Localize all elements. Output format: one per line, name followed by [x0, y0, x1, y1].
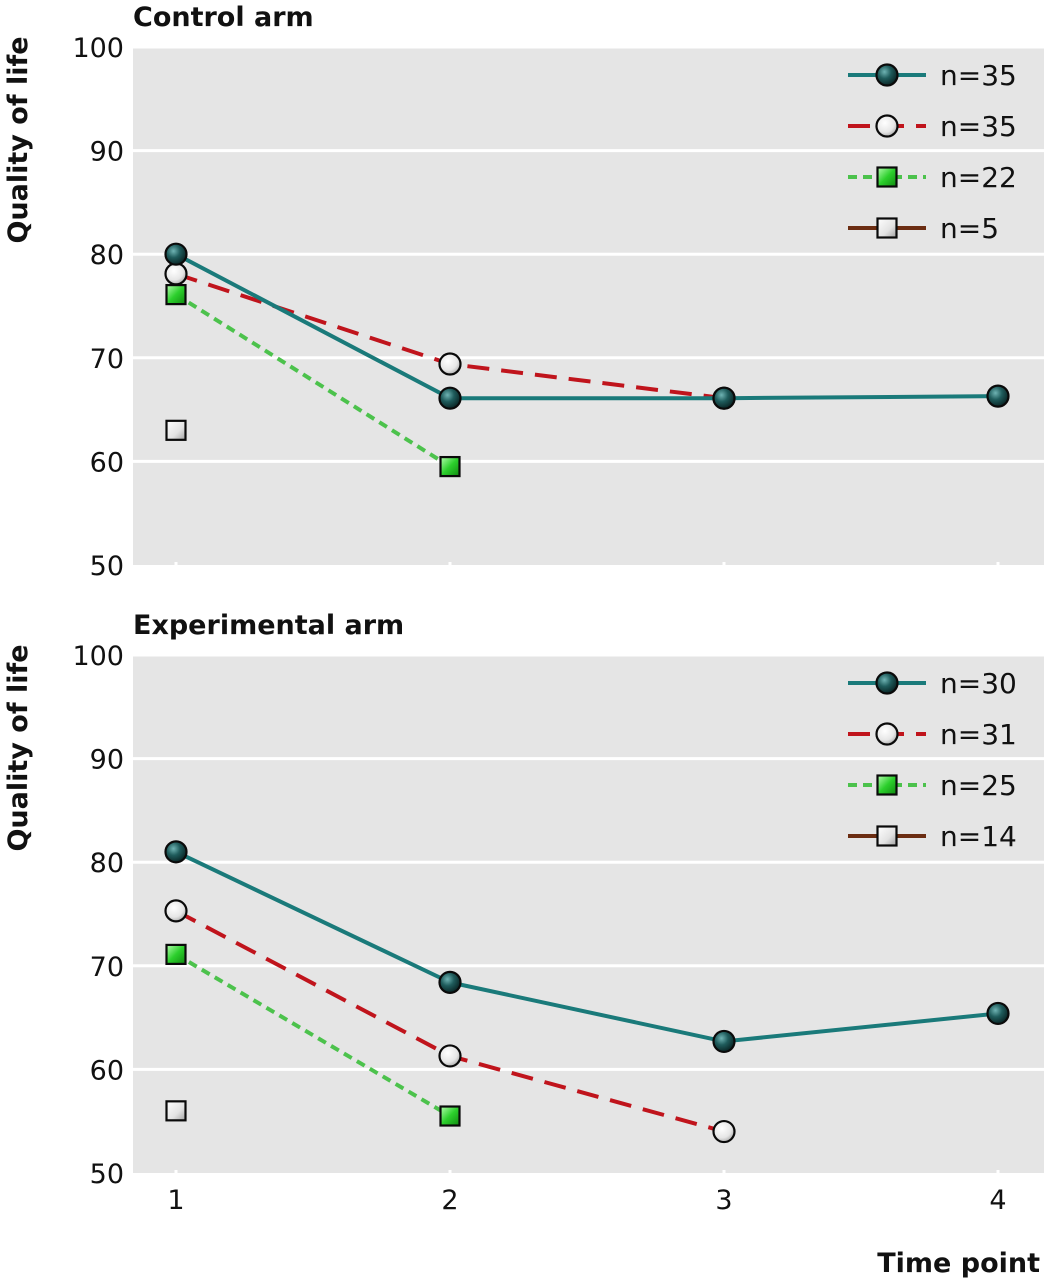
data-point — [986, 384, 1010, 408]
legend-marker — [876, 825, 898, 847]
x-tick-label: 2 — [441, 1185, 458, 1216]
legend-label: n=31 — [940, 718, 1017, 751]
y-axis-label: Quality of life — [3, 644, 34, 851]
y-tick-label: 60 — [90, 447, 124, 478]
data-point — [712, 1029, 736, 1054]
plot-background — [133, 47, 1044, 565]
y-tick-label: 70 — [90, 952, 124, 983]
y-tick-label: 70 — [90, 344, 124, 375]
y-tick-label: 50 — [90, 551, 124, 582]
legend-label: n=30 — [940, 667, 1017, 700]
data-point — [712, 1119, 736, 1144]
x-tick-label: 1 — [167, 1185, 184, 1216]
legend-label: n=5 — [940, 212, 999, 245]
legend-marker — [875, 114, 899, 138]
legend-marker — [875, 722, 899, 746]
legend-label: n=35 — [940, 59, 1017, 92]
data-point — [165, 943, 187, 966]
x-axis-label: Time point — [877, 1248, 1040, 1279]
legend-marker — [876, 217, 898, 239]
data-point — [439, 455, 461, 478]
data-point — [438, 970, 462, 994]
y-tick-label: 80 — [90, 848, 124, 879]
legend-marker — [876, 774, 898, 796]
x-tick-label: 3 — [715, 1185, 732, 1216]
data-point — [164, 242, 188, 266]
data-point — [165, 1100, 187, 1122]
data-point — [164, 840, 188, 864]
series-line — [174, 952, 452, 1118]
chart-panel: 50 60 70 80 90 100 1 2 3 4 Experimental arm Quality… — [3, 610, 1044, 1279]
legend-item: n=5 — [848, 212, 999, 245]
y-tick-label: 90 — [90, 137, 124, 168]
legend-item: n=30 — [848, 667, 1017, 700]
y-tick-label: 80 — [90, 240, 124, 271]
legend-label: n=14 — [940, 820, 1017, 853]
legend-label: n=25 — [940, 769, 1017, 802]
data-point — [164, 262, 188, 286]
y-axis-label: Quality of life — [3, 36, 34, 243]
series-line — [175, 850, 999, 1044]
data-point — [712, 386, 736, 410]
legend-marker — [875, 671, 899, 695]
legend-item: n=35 — [848, 59, 1017, 92]
legend-label: n=22 — [940, 161, 1017, 194]
data-point — [164, 899, 188, 923]
legend-item: n=35 — [848, 110, 1017, 143]
legend-item: n=31 — [848, 718, 1017, 751]
chart-title: Control arm — [133, 2, 314, 33]
data-point — [165, 284, 187, 306]
legend-item: n=25 — [848, 769, 1017, 802]
legend-item: n=14 — [848, 820, 1017, 853]
chart-panel: 50 60 70 80 90 100 Control arm Quality of life n… — [3, 2, 1044, 582]
legend-item: n=22 — [848, 161, 1017, 194]
data-point — [165, 419, 187, 441]
data-point — [438, 386, 462, 410]
legend-marker — [876, 166, 898, 188]
legend-marker — [875, 63, 899, 87]
legend-label: n=35 — [940, 110, 1017, 143]
y-tick-label: 100 — [72, 641, 124, 672]
data-point — [986, 1001, 1010, 1026]
y-tick-label: 100 — [72, 33, 124, 64]
chart-title: Experimental arm — [133, 610, 404, 641]
y-tick-label: 90 — [90, 745, 124, 776]
data-point — [438, 352, 462, 376]
data-point — [438, 1044, 462, 1068]
series-line — [174, 292, 452, 469]
data-point — [439, 1105, 461, 1127]
y-tick-label: 50 — [90, 1159, 124, 1190]
y-tick-label: 60 — [90, 1055, 124, 1086]
series-line — [175, 252, 999, 401]
x-tick-label: 4 — [989, 1185, 1006, 1216]
